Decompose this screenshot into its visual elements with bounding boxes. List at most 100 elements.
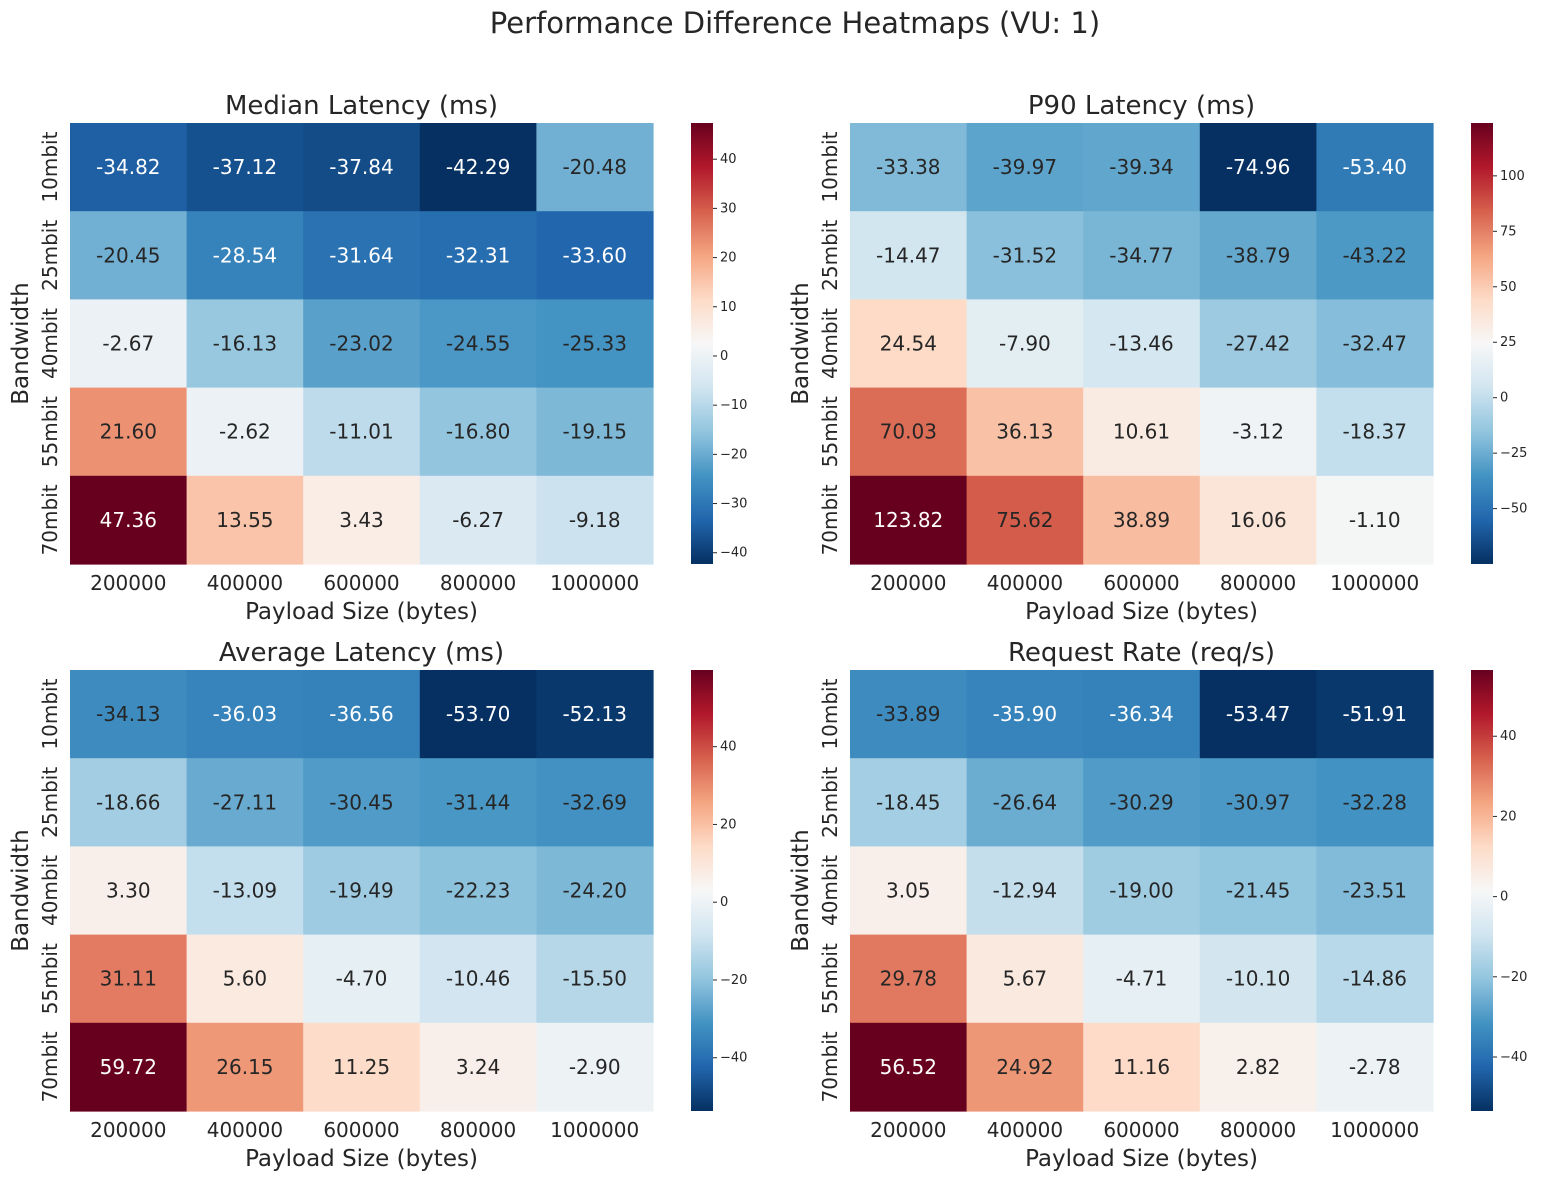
colorbar-tick-label: −20 <box>720 973 747 988</box>
cell-label: 24.92 <box>996 1055 1053 1079</box>
colorbar-tick-label: −40 <box>1500 1050 1527 1065</box>
cell-label: -34.82 <box>96 155 160 179</box>
x-tick-label: 1000000 <box>1330 1118 1419 1142</box>
heatmap-cell <box>303 387 421 477</box>
cell-label: -19.00 <box>1109 879 1173 903</box>
cell-label: -28.54 <box>213 243 277 267</box>
heatmap-cell <box>186 934 304 1024</box>
x-axis-label: Payload Size (bytes) <box>245 599 478 625</box>
heatmap-cell <box>1083 475 1201 565</box>
heatmap-cell <box>419 211 537 300</box>
x-tick-label: 200000 <box>870 571 946 595</box>
heatmap-cell <box>70 670 188 759</box>
x-tick-label: 400000 <box>207 571 283 595</box>
heatmap-cell <box>850 211 968 300</box>
heatmap-cell <box>419 846 537 936</box>
colorbar-tick-label: −50 <box>1500 502 1527 517</box>
panel-title: Average Latency (ms) <box>219 638 504 668</box>
heatmap-cell <box>419 299 537 389</box>
heatmap-cell <box>1083 934 1201 1024</box>
cell-label: -6.27 <box>452 508 504 532</box>
cell-label: -16.80 <box>446 420 510 444</box>
y-tick-label: 40mbit <box>38 855 62 926</box>
cell-label: 3.24 <box>456 1055 501 1079</box>
heatmap-cell <box>1199 123 1317 212</box>
colorbar-tick-label: −40 <box>720 1051 747 1066</box>
heatmap-cell <box>1316 670 1434 759</box>
heatmap-cell <box>966 846 1084 936</box>
cell-label: -32.47 <box>1342 332 1406 356</box>
heatmap-cell <box>1083 758 1201 847</box>
heatmap-cell <box>1316 934 1434 1024</box>
colorbar-tick-label: 10 <box>720 300 737 315</box>
heatmap-cell <box>419 934 537 1024</box>
heatmap-cell <box>966 123 1084 212</box>
y-tick-label: 70mbit <box>38 484 62 555</box>
cell-label: -14.86 <box>1342 967 1406 991</box>
cell-label: 70.03 <box>880 420 937 444</box>
y-tick-label: 55mbit <box>38 943 62 1014</box>
heatmap-cell <box>966 1022 1084 1112</box>
heatmap-cell <box>186 387 304 477</box>
cell-label: -34.13 <box>96 702 160 726</box>
x-tick-label: 400000 <box>987 571 1063 595</box>
cell-label: -51.91 <box>1342 702 1406 726</box>
y-tick-label: 40mbit <box>818 855 842 926</box>
heatmap-cell <box>303 1022 421 1112</box>
cell-label: -30.45 <box>329 790 393 814</box>
colorbar-tick-label: 75 <box>1500 224 1517 239</box>
heatmap-cell <box>536 387 654 477</box>
heatmap-cell <box>186 211 304 300</box>
cell-label: -18.37 <box>1342 420 1406 444</box>
colorbar-tick-label: −25 <box>1500 446 1527 461</box>
heatmap-cell <box>1316 387 1434 477</box>
heatmap-cell <box>70 1022 188 1112</box>
heatmap-cell <box>419 1022 537 1112</box>
cell-label: -4.71 <box>1116 967 1168 991</box>
y-tick-label: 55mbit <box>818 396 842 467</box>
cell-label: 2.82 <box>1236 1055 1281 1079</box>
heatmap-cell <box>536 758 654 847</box>
colorbar-tick-label: 30 <box>720 201 737 216</box>
cell-label: -2.62 <box>219 420 271 444</box>
x-tick-label: 800000 <box>1220 571 1296 595</box>
heatmap-panel: P90 Latency (ms) -33.38 -39.97 -39.34 -74.96… <box>788 91 1527 625</box>
heatmap-cell <box>303 475 421 565</box>
heatmap-cell <box>419 475 537 565</box>
cell-label: -34.77 <box>1109 243 1173 267</box>
colorbar-tick-label: 50 <box>1500 280 1517 295</box>
heatmap-cell <box>186 123 304 212</box>
heatmap-cell <box>850 934 968 1024</box>
cell-label: 75.62 <box>996 508 1053 532</box>
x-tick-label: 400000 <box>207 1118 283 1142</box>
cell-label: 21.60 <box>100 420 157 444</box>
cell-label: -10.10 <box>1226 967 1290 991</box>
heatmap-cell <box>850 299 968 389</box>
heatmap-cell <box>186 475 304 565</box>
cell-label: 26.15 <box>216 1055 273 1079</box>
heatmap-cell <box>1199 934 1317 1024</box>
heatmap-cell <box>850 670 968 759</box>
heatmap-cell <box>1083 387 1201 477</box>
heatmap-panel: Average Latency (ms) -34.13 -36.03 -36.56 -5… <box>8 638 747 1172</box>
cell-label: -21.45 <box>1226 879 1290 903</box>
cell-label: -19.15 <box>562 420 626 444</box>
cell-label: -15.50 <box>562 967 626 991</box>
heatmap-cell <box>1316 846 1434 936</box>
y-tick-label: 25mbit <box>38 220 62 291</box>
heatmap-cell <box>186 846 304 936</box>
colorbar-tick-label: 25 <box>1500 335 1517 350</box>
cell-label: 13.55 <box>216 508 273 532</box>
heatmap-cell <box>1199 211 1317 300</box>
heatmap-cell <box>850 1022 968 1112</box>
x-tick-label: 200000 <box>870 1118 946 1142</box>
y-tick-label: 55mbit <box>818 943 842 1014</box>
heatmap-cell <box>966 387 1084 477</box>
cell-label: -35.90 <box>993 702 1057 726</box>
colorbar-tick-label: 0 <box>1500 890 1508 905</box>
colorbar-tick-label: 100 <box>1500 169 1525 184</box>
cell-label: -9.18 <box>569 508 621 532</box>
heatmap-cell <box>850 758 968 847</box>
cell-label: -36.34 <box>1109 702 1173 726</box>
cell-label: -2.90 <box>569 1055 621 1079</box>
